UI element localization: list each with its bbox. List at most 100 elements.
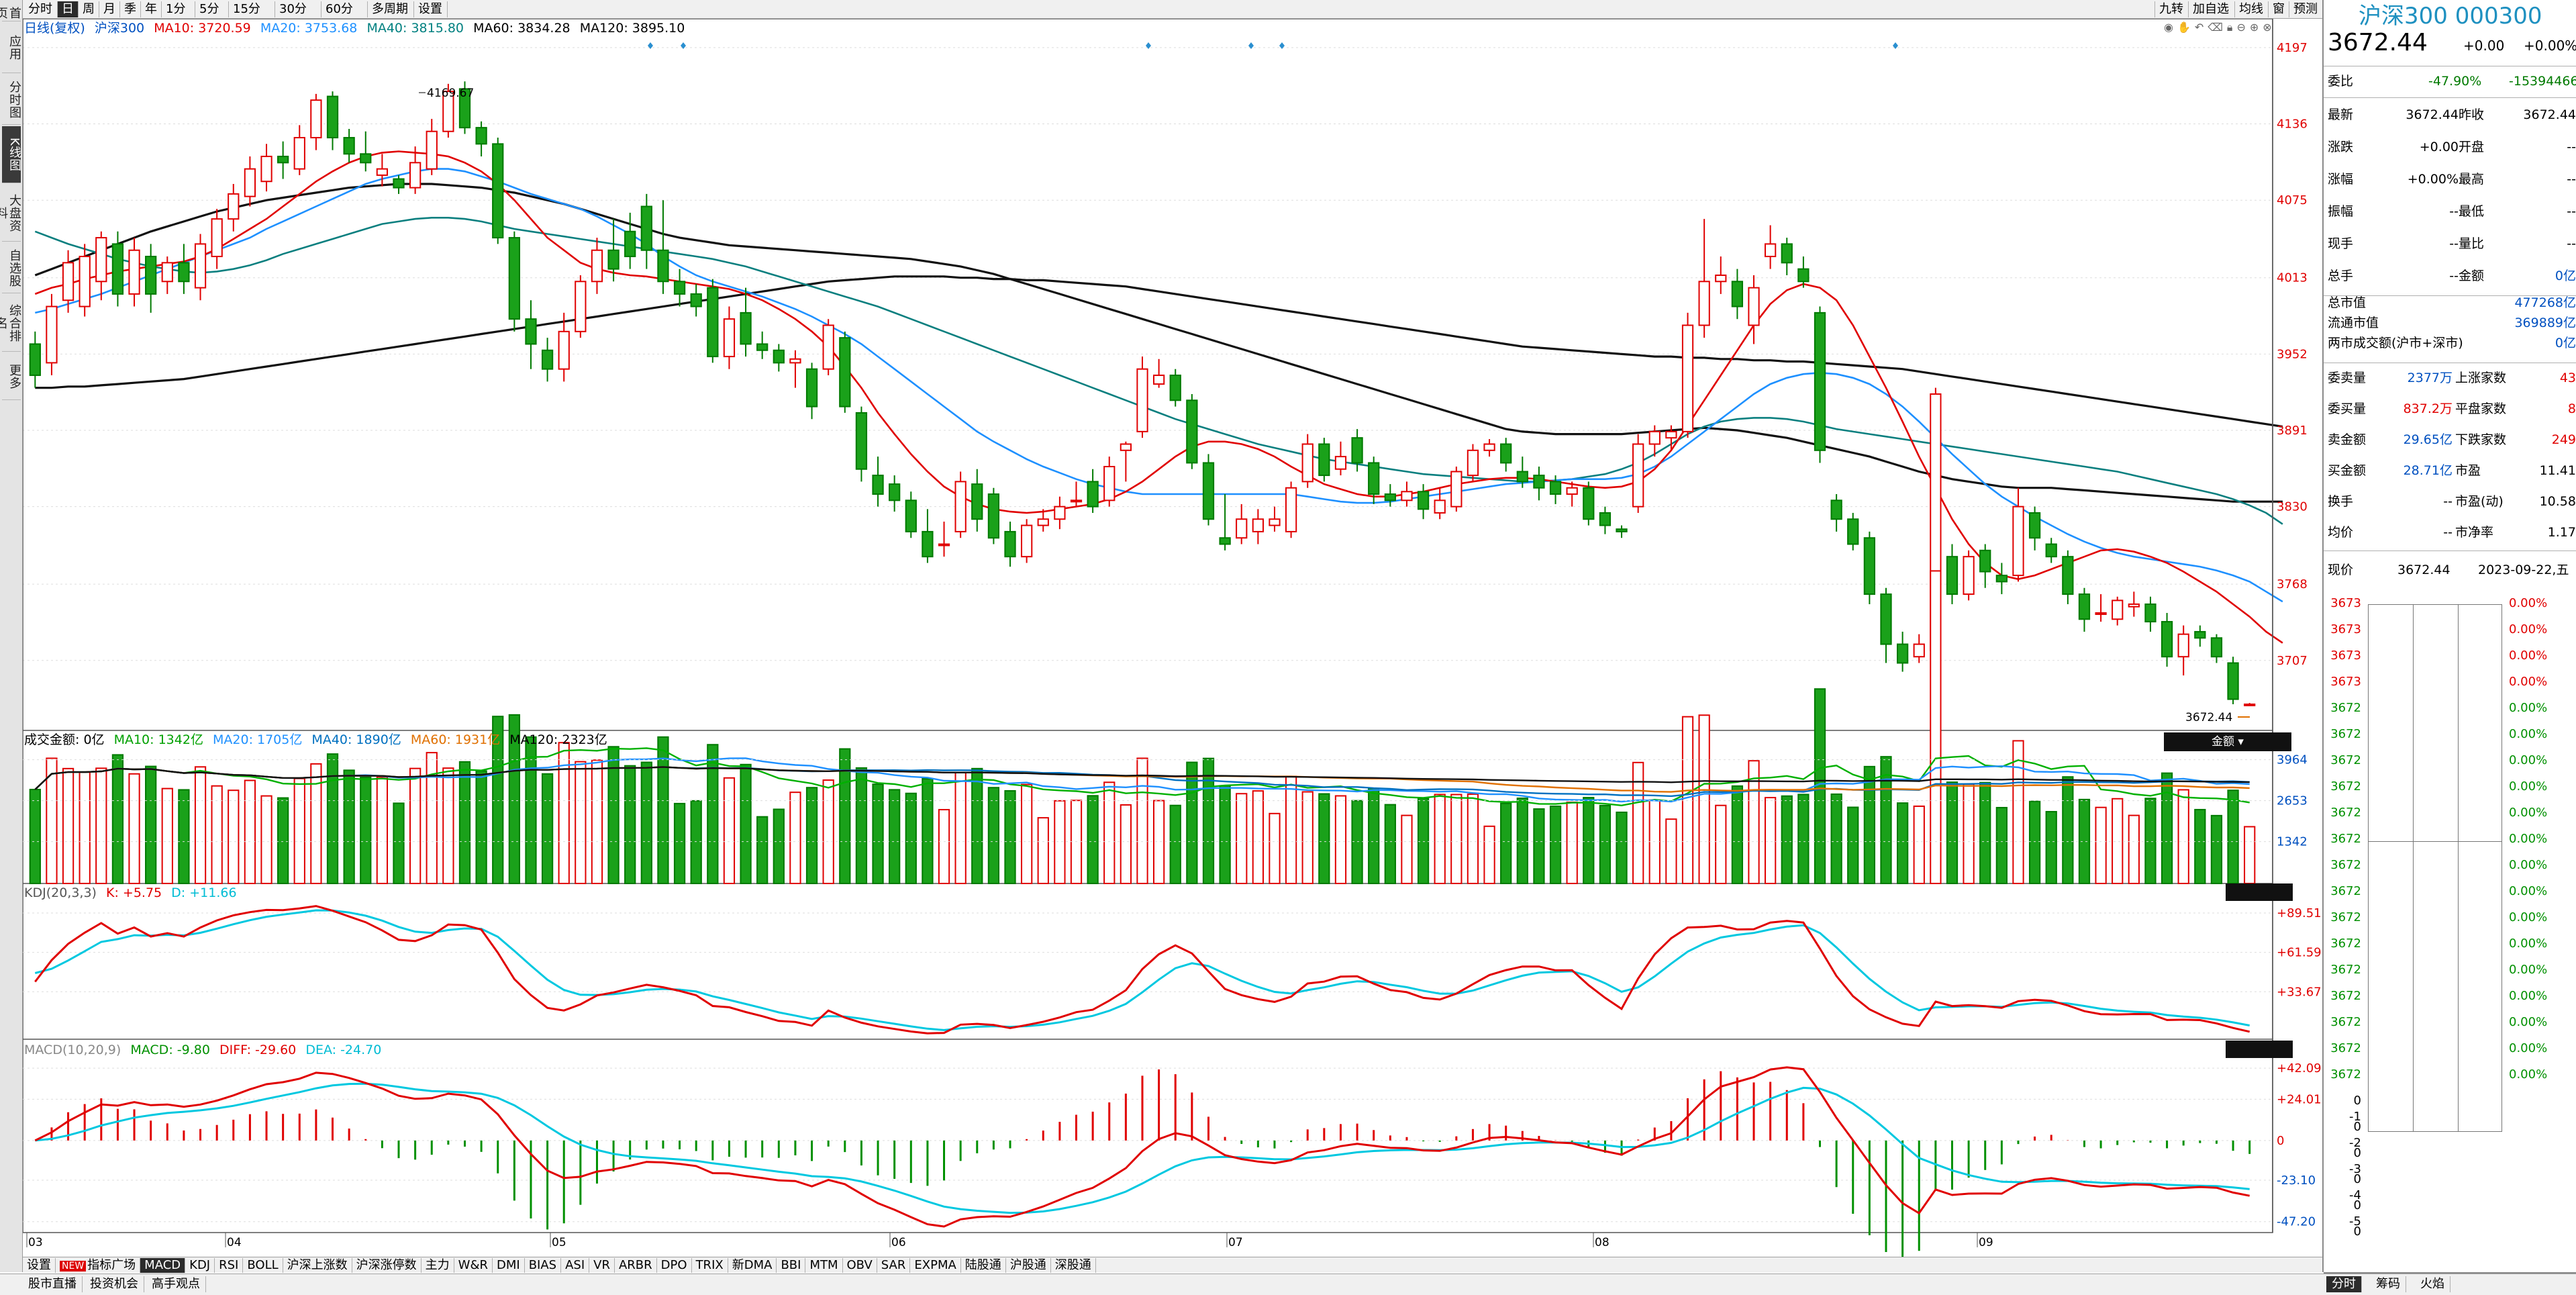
period-11[interactable]: 多周期 — [368, 1, 414, 17]
erase-icon[interactable]: ⌫ — [2208, 21, 2227, 34]
indicator-tab-12[interactable]: ASI — [561, 1258, 590, 1273]
period-5[interactable]: 年 — [141, 1, 162, 17]
candle — [1021, 519, 1033, 563]
volume-bar — [1467, 793, 1479, 884]
price-tick-label: 4136 — [2277, 117, 2308, 132]
period-1[interactable]: 日 — [58, 1, 79, 17]
period-8[interactable]: 15分 — [229, 1, 275, 17]
kline-chart-area[interactable]: 4169.67 3672.44 4197 4136 4075 4013 3952 3891 38… — [23, 19, 2322, 1259]
indicator-tab-7[interactable]: 沪深涨停数 — [352, 1258, 422, 1273]
topbar-right-1[interactable]: 加自选 — [2188, 1, 2234, 17]
indicator-tab-19[interactable]: MTM — [805, 1258, 843, 1273]
tick-price: 3672 — [2330, 753, 2361, 767]
indicator-tab-25[interactable]: 深股通 — [1051, 1258, 1096, 1273]
indicator-tab-5[interactable]: BOLL — [243, 1258, 283, 1273]
volume-bar — [525, 736, 537, 885]
volume-bar — [607, 746, 620, 884]
indicator-tab-18[interactable]: BBI — [777, 1258, 806, 1273]
left-tab-4[interactable]: 大盘资料 — [0, 185, 21, 242]
topbar-right-2[interactable]: 均线 — [2234, 1, 2268, 17]
chart-tools[interactable]: ◉✋↶⌫🔒︎⊖⊕⊗ — [2164, 21, 2298, 36]
lock-icon[interactable]: 🔒︎ — [2226, 21, 2237, 34]
indicator-tab-21[interactable]: SAR — [877, 1258, 911, 1273]
volume-bar — [1483, 825, 1495, 884]
topbar-right-0[interactable]: 九转 — [2154, 1, 2188, 17]
webi-pct: -47.90% — [2428, 74, 2482, 89]
kline-chart-svg[interactable]: 4169.67 3672.44 4197 4136 4075 4013 3952 3891 38… — [23, 19, 2322, 1259]
indicator-tab-22[interactable]: EXPMA — [910, 1258, 961, 1273]
indicator-tab-23[interactable]: 陆股通 — [961, 1258, 1006, 1273]
indicator-tab-11[interactable]: BIAS — [525, 1258, 562, 1273]
candle-body — [1731, 281, 1744, 307]
period-4[interactable]: 季 — [120, 1, 141, 17]
tick-price: 3672 — [2330, 1067, 2361, 1082]
indicator-tab-16[interactable]: TRIX — [692, 1258, 728, 1273]
indicator-tab-label: 主力 — [425, 1258, 450, 1272]
indicator-tab-1[interactable]: NEW 指标广场 — [56, 1258, 141, 1273]
tick-price: 0 — [2353, 1120, 2361, 1134]
indicator-tab-14[interactable]: ARBR — [615, 1258, 657, 1273]
eye-icon[interactable]: ◉ — [2164, 21, 2177, 34]
left-tab-1[interactable]: 应用 — [2, 23, 21, 73]
volume-bar — [889, 789, 901, 884]
period-0[interactable]: 分时 — [24, 1, 58, 17]
indicator-tab-24[interactable]: 沪股通 — [1006, 1258, 1051, 1273]
volume-bar — [1516, 798, 1528, 885]
indicator-tab-4[interactable]: RSI — [215, 1258, 244, 1273]
indicator-tab-0[interactable]: 设置 — [23, 1258, 56, 1273]
volume-bar — [1913, 805, 1925, 884]
quote-tab-1[interactable]: 筹码 — [2371, 1276, 2406, 1292]
indicator-tab-13[interactable]: VR — [589, 1258, 615, 1273]
tick-neg: -4 — [2349, 1188, 2361, 1202]
candle-body — [475, 127, 487, 145]
candle-body — [1070, 499, 1083, 503]
tick-price: 0 — [2353, 1198, 2361, 1212]
period-7[interactable]: 5分 — [195, 1, 229, 17]
indicator-tab-6[interactable]: 沪深上涨数 — [283, 1258, 352, 1273]
volume-bar — [855, 767, 868, 884]
topbar-right-3[interactable]: 窗 — [2268, 1, 2289, 17]
volume-bar — [260, 795, 273, 885]
candle — [1103, 457, 1116, 507]
volume-bar — [1351, 800, 1363, 884]
status-tab-0[interactable]: 股市直播 — [23, 1276, 83, 1292]
period-3[interactable]: 月 — [99, 1, 120, 17]
status-tab-2[interactable]: 高手观点 — [146, 1276, 206, 1292]
indicator-tab-3[interactable]: KDJ — [185, 1258, 215, 1273]
kdj-panel-button[interactable] — [2226, 883, 2293, 901]
period-12[interactable]: 设置 — [414, 1, 448, 17]
volume-mode-dropdown[interactable]: 金额 ▾ — [2164, 732, 2291, 751]
indicator-tab-15[interactable]: DPO — [657, 1258, 692, 1273]
candle-body — [740, 311, 752, 345]
status-tab-1[interactable]: 投资机会 — [85, 1276, 144, 1292]
indicator-tab-17[interactable]: 新DMA — [728, 1258, 777, 1273]
zoom-in-icon[interactable]: ⊕ — [2249, 21, 2263, 34]
candle-body — [1252, 518, 1264, 532]
hand-icon[interactable]: ✋ — [2177, 21, 2195, 34]
topbar-right-4[interactable]: 预测 — [2289, 1, 2322, 17]
indicator-tab-9[interactable]: W&R — [454, 1258, 493, 1273]
ma40-line — [34, 217, 2283, 525]
left-tab-5[interactable]: 自选股 — [2, 243, 21, 293]
quote-tab-0[interactable]: 分时 — [2326, 1276, 2362, 1292]
macd-panel-button[interactable] — [2226, 1041, 2293, 1058]
candle — [1781, 238, 1793, 275]
period-6[interactable]: 1分 — [162, 1, 195, 17]
period-10[interactable]: 60分 — [321, 1, 368, 17]
quote-tab-2[interactable]: 火焰 — [2415, 1276, 2450, 1292]
left-tab-0[interactable]: 首页 — [0, 3, 21, 21]
candle — [673, 269, 686, 307]
left-tab-7[interactable]: 更多 — [2, 353, 21, 400]
undo-icon[interactable]: ↶ — [2194, 21, 2208, 34]
period-2[interactable]: 周 — [79, 1, 99, 17]
left-tab-3[interactable]: K线图 — [2, 126, 21, 183]
indicator-tab-2[interactable]: MACD — [140, 1258, 186, 1273]
close-icon[interactable]: ⊗ — [2263, 21, 2276, 34]
period-9[interactable]: 30分 — [275, 1, 321, 17]
indicator-tab-8[interactable]: 主力 — [422, 1258, 454, 1273]
zoom-out-icon[interactable]: ⊖ — [2236, 21, 2250, 34]
left-tab-6[interactable]: 综合排名 — [0, 295, 21, 352]
left-tab-2[interactable]: 分时图 — [2, 75, 21, 125]
indicator-tab-10[interactable]: DMI — [493, 1258, 525, 1273]
indicator-tab-20[interactable]: OBV — [843, 1258, 877, 1273]
